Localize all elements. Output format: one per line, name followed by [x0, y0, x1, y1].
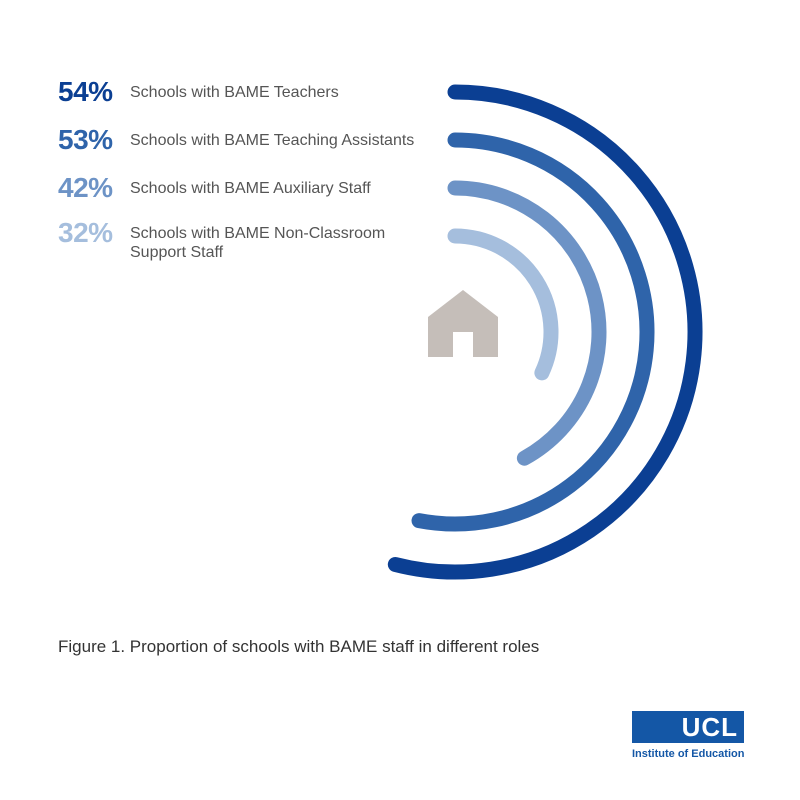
arc-bar	[411, 132, 655, 532]
value-label: 54%	[58, 76, 113, 107]
category-label: Schools with BAME Teachers	[130, 84, 339, 101]
caption: Figure 1. Proportion of schools with BAM…	[58, 637, 540, 656]
value-label: 42%	[58, 172, 113, 203]
legend-row: 32% Schools with BAME Non-Classroom Suppo…	[58, 218, 440, 262]
logo: UCL	[632, 711, 744, 743]
category-label: Schools with BAME Non-Classroom Support …	[130, 225, 386, 261]
value-label: 32%	[58, 217, 113, 248]
logo-subtitle: Institute of Education	[632, 748, 745, 760]
arc-bar	[447, 228, 559, 381]
legend-row: 53% Schools with BAME Teaching Assistants	[58, 125, 440, 155]
category-label: Schools with BAME Teaching Assistants	[130, 132, 415, 149]
category-label: Schools with BAME Auxiliary Staff	[130, 180, 371, 197]
arc-bar	[447, 180, 607, 466]
legend-row: 54% Schools with BAME Teachers	[58, 77, 440, 107]
legend-row: 42% Schools with BAME Auxiliary Staff	[58, 173, 440, 203]
house-icon	[428, 290, 498, 357]
value-label: 53%	[58, 124, 113, 155]
arc-bar	[387, 84, 703, 580]
